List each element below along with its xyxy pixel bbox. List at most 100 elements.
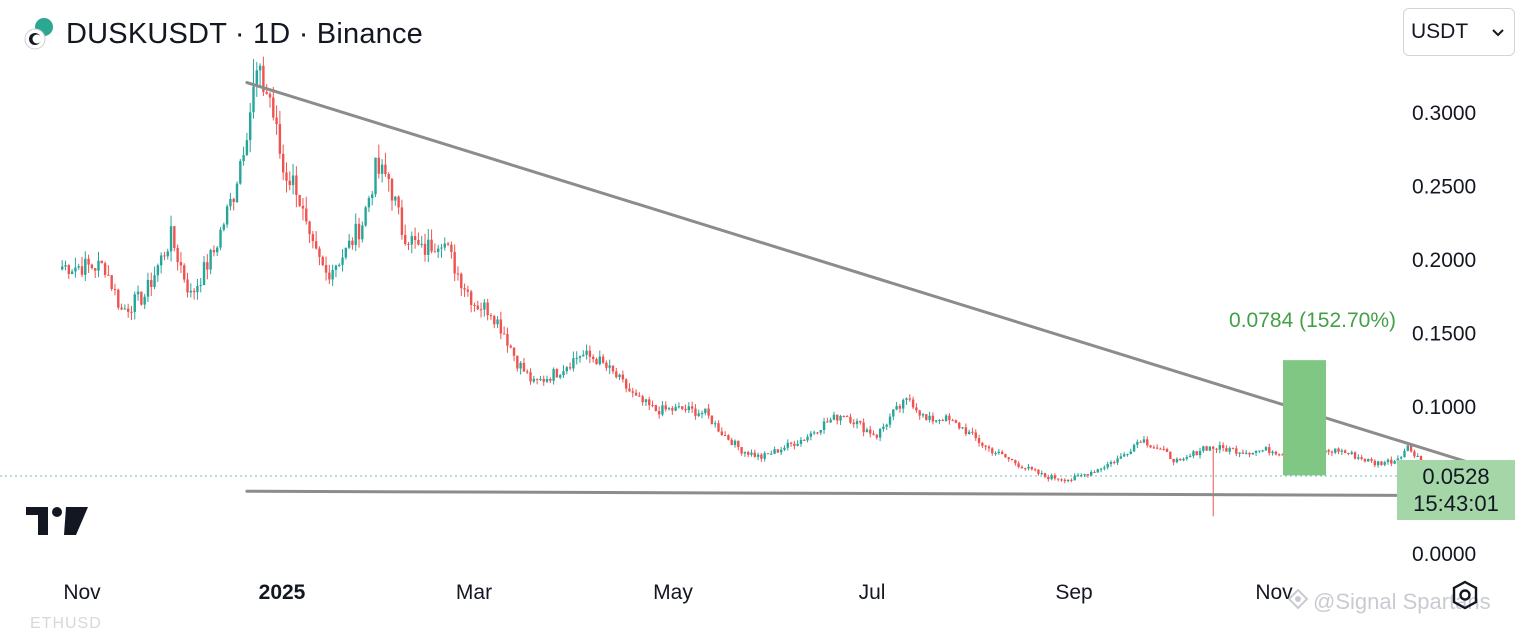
candle [532, 375, 536, 384]
candle [1274, 450, 1278, 456]
candle [902, 398, 905, 414]
x-tick-label: Jul [859, 581, 886, 604]
candle [120, 303, 123, 311]
candle [918, 409, 921, 420]
last-price-value: 0.0528 [1422, 464, 1490, 489]
candle [216, 246, 219, 257]
candle [347, 233, 351, 250]
candle [1413, 449, 1416, 459]
candle [1139, 440, 1142, 443]
candle [555, 368, 559, 378]
candle [1360, 454, 1363, 461]
time-axis[interactable]: Nov 2025 Mar May Jul Sep Nov [63, 581, 1293, 604]
last-price-label: 0.0528 15:43:01 [1397, 460, 1515, 520]
candle [997, 449, 1001, 455]
candle [981, 442, 984, 449]
candle [453, 244, 456, 282]
candle [648, 396, 651, 411]
candle [796, 440, 799, 447]
candle [1337, 447, 1340, 455]
candle [1004, 453, 1007, 458]
candle [189, 283, 193, 298]
candle [298, 194, 301, 208]
candle [1014, 459, 1017, 466]
candle [483, 298, 486, 317]
candle [869, 425, 872, 438]
candle [1096, 468, 1099, 473]
footer-ghost-text: ETHUSD [30, 615, 102, 632]
candle [281, 144, 285, 181]
candle [285, 162, 288, 193]
candle [1334, 448, 1337, 455]
candle [885, 423, 888, 431]
candle [526, 369, 529, 374]
candle [268, 91, 272, 108]
gear-icon[interactable] [1448, 578, 1482, 617]
candle [433, 243, 437, 253]
candle [1155, 444, 1159, 450]
candle [1198, 447, 1202, 459]
candle [61, 260, 64, 271]
candle [522, 357, 526, 372]
candle [493, 314, 496, 329]
candle [773, 446, 776, 455]
candle [1347, 452, 1350, 456]
chart-header: DUSKUSDT · 1D · Binance [22, 14, 423, 54]
candle [657, 406, 661, 419]
candle [519, 361, 522, 375]
horizontal-support-trendline[interactable] [245, 489, 1499, 498]
candle [1080, 473, 1083, 478]
candle [779, 446, 783, 456]
candle [615, 367, 618, 379]
candle [1050, 473, 1053, 481]
candle [1367, 458, 1370, 462]
candle [222, 222, 226, 232]
candle [206, 254, 209, 280]
price-axis[interactable]: 0.3000 0.2500 0.2000 0.1500 0.1000 0.0000 [1412, 102, 1476, 566]
candle [878, 427, 882, 442]
candle [585, 344, 588, 360]
candle [1202, 445, 1205, 453]
candle [87, 254, 90, 274]
candle [1248, 452, 1251, 458]
candle [334, 264, 338, 278]
candle [618, 373, 621, 381]
tradingview-logo-icon[interactable] [26, 505, 90, 542]
candle [743, 451, 747, 457]
candle [1264, 446, 1268, 451]
candle [572, 351, 575, 372]
candle [737, 440, 740, 451]
candle [720, 427, 724, 436]
candle [1393, 459, 1396, 465]
candle [770, 450, 773, 455]
candle [509, 344, 512, 349]
candle [456, 266, 460, 281]
candle [1159, 447, 1162, 450]
candle [991, 447, 994, 456]
candle [1231, 447, 1235, 450]
candle [977, 434, 981, 447]
candle [859, 420, 862, 425]
candle [1037, 469, 1040, 476]
candle [212, 245, 216, 257]
measure-box[interactable] [1283, 360, 1326, 476]
candle [516, 355, 519, 372]
candle [740, 446, 743, 456]
candle [209, 248, 212, 275]
candle [308, 220, 311, 243]
candle [1165, 447, 1169, 452]
candle [1228, 446, 1231, 455]
candle [136, 285, 140, 301]
candle [423, 233, 427, 262]
candle [549, 377, 552, 384]
candle [1083, 473, 1086, 477]
candle [288, 171, 291, 191]
candle [839, 414, 842, 425]
candle [463, 283, 466, 297]
candle [469, 289, 473, 313]
candle [245, 132, 249, 157]
candle [1244, 449, 1248, 455]
currency-select[interactable]: USDT [1403, 8, 1515, 56]
candle [789, 441, 793, 447]
